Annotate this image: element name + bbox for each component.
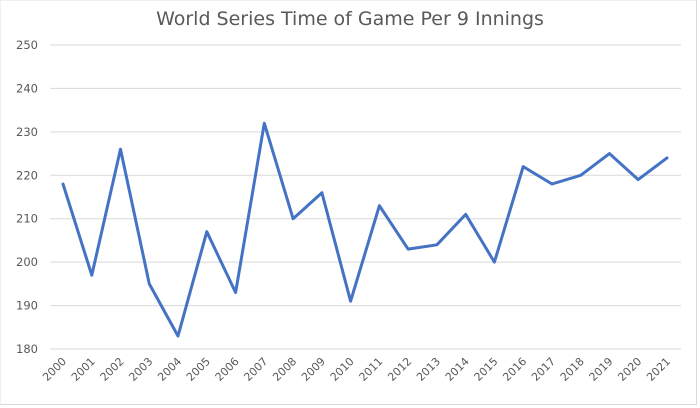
y-tick-label: 240 [16,81,38,95]
x-tick-label: 2020 [615,355,644,384]
x-axis-labels: 2000 2001 2002 2003 2004 2005 2006 2007 2008 2009… [40,355,673,384]
x-tick-label: 2015 [472,355,501,384]
y-tick-label: 180 [16,342,38,356]
x-tick-label: 2011 [357,355,386,384]
x-tick-label: 2014 [443,355,472,384]
x-tick-label: 2018 [558,355,587,384]
y-axis-labels: 180 190 200 210 220 230 240 250 [16,38,38,356]
gridlines [50,44,681,350]
y-tick-label: 250 [16,38,38,52]
y-tick-label: 220 [16,168,38,182]
x-tick-label: 2004 [155,355,184,384]
x-tick-label: 2010 [328,355,357,384]
x-tick-label: 2005 [184,355,213,384]
x-tick-label: 2013 [414,355,443,384]
x-tick-label: 2017 [529,355,558,384]
x-tick-label: 2007 [241,355,270,384]
y-tick-label: 230 [16,125,38,139]
y-tick-label: 210 [16,212,38,226]
x-tick-label: 2003 [126,355,155,384]
x-tick-label: 2001 [69,355,98,384]
x-tick-label: 2021 [644,355,673,384]
x-tick-label: 2000 [40,355,69,384]
x-tick-label: 2009 [299,355,328,384]
x-tick-label: 2006 [213,355,242,384]
y-tick-label: 190 [16,299,38,313]
x-tick-label: 2008 [270,355,299,384]
series-line [61,121,669,338]
x-tick-label: 2002 [98,355,127,384]
y-tick-label: 200 [16,255,38,269]
x-tick-label: 2012 [385,355,414,384]
x-tick-label: 2016 [500,355,529,384]
x-tick-label: 2019 [587,355,616,384]
chart-title: World Series Time of Game Per 9 Innings [156,8,544,30]
